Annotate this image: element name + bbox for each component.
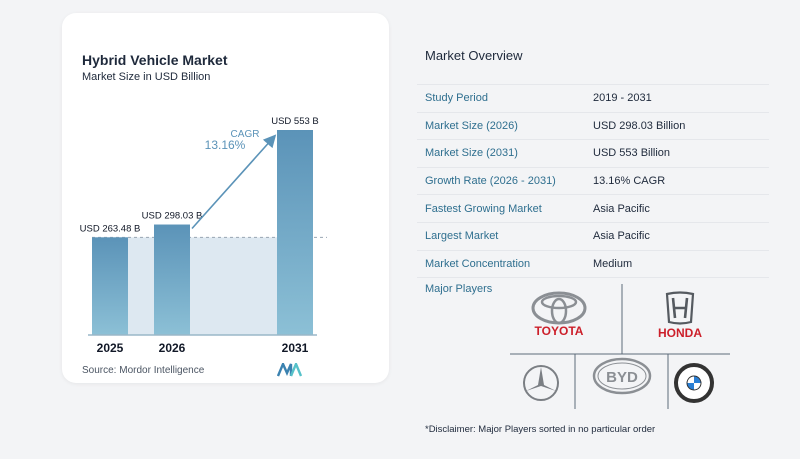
category-label-2031: 2031 [282,341,309,355]
row-value: Medium [593,257,633,270]
chart-subtitle: Market Size in USD Billion [82,71,211,83]
overview-title: Market Overview [425,48,523,63]
row-value: USD 298.03 Billion [593,119,686,132]
overview-row: Fastest Growing Market Asia Pacific [417,195,769,223]
overview-row: Study Period 2019 - 2031 [417,84,769,113]
row-label: Market Concentration [425,257,531,270]
cagr-arrow [191,134,277,230]
bmw-logo: BMW [674,363,714,403]
disclaimer: *Disclaimer: Major Players sorted in no … [425,424,656,435]
overview-row: Largest Market Asia Pacific [417,223,769,251]
cagr-value: 13.16% [205,138,246,152]
row-value: Asia Pacific [593,202,650,215]
category-label-2025: 2025 [97,341,124,355]
byd-wordmark: BYD [606,369,638,386]
bar-2026 [154,224,190,335]
mercedes-logo [523,365,559,401]
overview-row: Market Size (2031) USD 553 Billion [417,140,769,168]
honda-wordmark: HONDA [658,326,702,340]
row-value: 13.16% CAGR [593,175,666,188]
row-label: Fastest Growing Market [425,202,542,215]
source-text: Source: Mordor Intelligence [82,365,205,376]
row-value: Asia Pacific [593,230,650,243]
row-value: 2019 - 2031 [593,92,652,105]
bmw-wordmark: BMW [688,368,701,374]
overview-row: Market Size (2026) USD 298.03 Billion [417,113,769,141]
bar-chart: USD 263.48 B 2025 USD 298.03 B 2026 USD 553 … [80,116,327,355]
toyota-logo: TOYOTA [531,291,587,338]
reference-band [92,237,313,335]
honda-logo: HONDA [658,291,702,340]
row-label: Growth Rate (2026 - 2031) [425,175,556,188]
toyota-wordmark: TOYOTA [535,324,584,338]
row-label: Largest Market [425,230,499,243]
bar-2031 [277,130,313,335]
mordor-intelligence-logo [277,363,303,377]
bar-2025 [92,237,128,335]
overview-row: Growth Rate (2026 - 2031) 13.16% CAGR [417,168,769,196]
value-label-2025: USD 263.48 B [80,223,141,234]
value-label-2026: USD 298.03 B [142,211,203,222]
major-players-logos: TOYOTA HONDA BYD BMW [510,284,730,409]
row-label: Market Size (2031) [425,147,518,160]
category-label-2026: 2026 [159,341,186,355]
row-value: USD 553 Billion [593,147,671,160]
row-label: Market Size (2026) [425,119,518,132]
chart-title: Hybrid Vehicle Market [82,52,228,68]
overview-row: Market Concentration Medium [417,251,769,279]
row-label: Study Period [425,92,488,105]
value-label-2031: USD 553 B [271,116,319,127]
overview-table: Study Period 2019 - 2031 Market Size (202… [417,84,769,279]
players-title: Major Players [425,283,493,295]
byd-logo: BYD [592,357,652,395]
cagr-label: CAGR [231,129,260,140]
